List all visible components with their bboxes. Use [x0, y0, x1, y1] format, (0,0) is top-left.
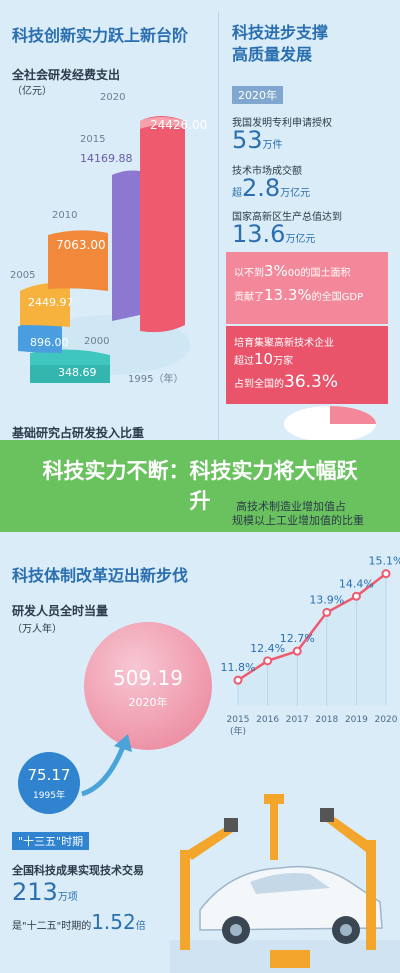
bar-year-2015: 2015 [80, 134, 105, 145]
pie-share-graphic [282, 404, 378, 444]
hitech-zone-unit: 万亿元 [285, 234, 315, 245]
tech-market-unit: 万亿元 [280, 188, 310, 199]
gdp-line2: 贡献了13.3%的全国GDP [234, 286, 363, 304]
tech-trade-label: 全国科技成果实现技术交易 [12, 862, 144, 878]
data-label-2015: 11.8% [221, 661, 256, 674]
patent-unit: 万件 [263, 140, 283, 151]
enterprise-line2: 超过10万家 [234, 350, 293, 368]
enterprise-line3: 占到全国的36.3% [234, 372, 338, 392]
bar-value-2015: 14169.88 [80, 152, 133, 165]
data-point-2016 [264, 657, 271, 664]
data-label-2019: 14.4% [339, 577, 374, 590]
gdp-line1-a: 以不到 [234, 268, 264, 279]
tech-trade-value: 213 [12, 878, 58, 906]
bar-value-2020: 24426.00 [150, 118, 207, 132]
x-tick-2015: 2015 [227, 715, 250, 725]
basic-research-label: 基础研究占研发投入比重 [12, 424, 144, 441]
data-point-2015 [235, 677, 242, 684]
tech-market-prefix: 超 [232, 188, 242, 199]
enterprise-line2-c: 万家 [273, 356, 293, 367]
enterprise-line2-b: 10 [254, 350, 273, 368]
enterprise-line3-b: 36.3% [284, 372, 338, 392]
patent-value: 53 [232, 126, 263, 154]
bar-year-2000: 2000 [84, 336, 109, 347]
comparison-row: 是"十二五"时期的1.52倍 [12, 910, 146, 934]
x-tick-2018: 2018 [315, 715, 338, 725]
comparison-text: 是"十二五"时期的 [12, 921, 91, 932]
circle-1995: 75.17 1995年 [18, 752, 80, 814]
rd-spiral-bars [0, 95, 218, 395]
progress-title-line2: 高质量发展 [232, 44, 328, 66]
researchers-subtitle: 研发人员全时当量 [12, 602, 108, 619]
gdp-line2-c: 的全国GDP [312, 292, 363, 303]
x-unit-label: (年) [230, 725, 246, 737]
x-tick-2016: 2016 [256, 715, 279, 725]
five-year-badge: "十三五"时期 [12, 832, 89, 850]
enterprise-line1: 培育集聚高新技术企业 [234, 334, 334, 349]
researchers-1995-value: 75.17 [18, 766, 80, 784]
x-tick-2020: 2020 [375, 715, 398, 725]
section-title-reform: 科技体制改革迈出新步伐 [12, 562, 188, 586]
gdp-line2-b: 13.3% [264, 286, 312, 304]
enterprise-card: 培育集聚高新技术企业 超过10万家 占到全国的36.3% [226, 326, 388, 404]
growth-arrow-icon [78, 730, 138, 800]
patent-value-row: 53万件 [232, 126, 283, 154]
data-point-2018 [323, 609, 330, 616]
gdp-line1-c: 00的国土面积 [288, 268, 351, 279]
section-title-progress: 科技进步支撑 高质量发展 [232, 22, 328, 66]
manufacturing-share-chart: 11.8% 2015 12.4% 2016 12.7% 2017 13.9% 2018 14.4… [218, 530, 400, 760]
bar-value-2000: 896.00 [30, 336, 69, 349]
tech-trade-value-row: 213万项 [12, 878, 78, 906]
hitech-zone-value: 13.6 [232, 220, 285, 248]
tech-market-value: 2.8 [242, 174, 280, 202]
section-title-innovation: 科技创新实力跃上新台阶 [12, 22, 188, 46]
mfg-line2: 规模以上工业增加值的比重 [232, 512, 364, 528]
researchers-1995-year: 1995年 [18, 788, 80, 801]
data-point-2017 [294, 648, 301, 655]
x-tick-2017: 2017 [286, 715, 309, 725]
x-tick-2019: 2019 [345, 715, 368, 725]
progress-title-line1: 科技进步支撑 [232, 22, 328, 44]
bar-year-2005: 2005 [10, 270, 35, 281]
data-point-2020 [383, 570, 390, 577]
gdp-line2-a: 贡献了 [234, 292, 264, 303]
bar-value-1995: 348.69 [58, 366, 97, 379]
bar-value-2010: 7063.00 [56, 238, 106, 252]
gdp-card: 以不到3%00的国土面积 贡献了13.3%的全国GDP [226, 252, 388, 324]
bar-year-1995: 1995（年） [128, 370, 183, 385]
data-label-2017: 12.7% [280, 632, 315, 645]
enterprise-line2-a: 超过 [234, 356, 254, 367]
gdp-line1-b: 3% [264, 262, 288, 280]
comparison-value: 1.52 [91, 910, 136, 934]
researchers-unit: （万人年） [12, 620, 62, 635]
bar-value-2005: 2449.97 [28, 296, 74, 309]
tech-market-value-row: 超2.8万亿元 [232, 174, 310, 202]
bar-year-2020: 2020 [100, 92, 125, 103]
data-label-2020: 15.1% [369, 555, 400, 568]
bar-year-2010: 2010 [52, 210, 77, 221]
enterprise-line3-a: 占到全国的 [234, 379, 284, 390]
researchers-2020-year: 2020年 [84, 694, 212, 710]
researchers-2020-value: 509.19 [84, 666, 212, 690]
year-badge-2020: 2020年 [232, 86, 283, 104]
data-label-2018: 13.9% [309, 593, 344, 606]
rd-expenditure-subtitle: 全社会研发经费支出 [12, 66, 120, 83]
comparison-unit: 倍 [136, 921, 146, 932]
car-factory-illustration [170, 790, 400, 973]
gdp-line1: 以不到3%00的国土面积 [234, 262, 351, 280]
tech-trade-unit: 万项 [58, 892, 78, 903]
data-point-2019 [353, 593, 360, 600]
hitech-zone-value-row: 13.6万亿元 [232, 220, 315, 248]
